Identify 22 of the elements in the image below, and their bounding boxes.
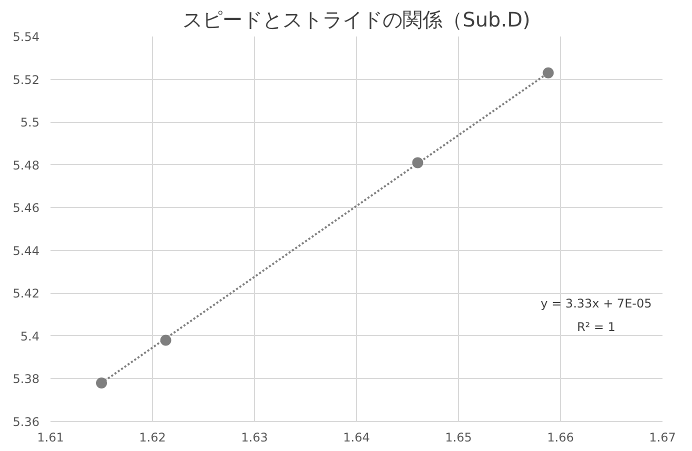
annotation: y = 3.33x + 7E-05 (540, 296, 652, 310)
chart-title: スピードとストライドの関係（Sub.D) (182, 8, 530, 32)
y-tick-label: 5.5 (20, 116, 40, 130)
x-tick-label: 1.65 (445, 430, 472, 444)
y-tick-label: 5.4 (20, 329, 40, 344)
x-tick-label: 1.62 (139, 430, 166, 444)
y-tick-label: 5.42 (12, 286, 40, 301)
x-tick-label: 1.61 (37, 430, 64, 444)
y-tick-label: 5.36 (12, 415, 40, 429)
x-tick-label: 1.66 (547, 430, 574, 444)
y-tick-label: 5.38 (12, 372, 40, 386)
y-tick-label: 5.44 (12, 244, 40, 258)
point (542, 67, 554, 78)
x-tick-label: 1.64 (343, 430, 370, 444)
x-tick-label: 1.67 (649, 430, 676, 444)
x-tick-label: 1.63 (241, 430, 268, 444)
y-tick-label: 5.54 (12, 30, 40, 44)
annotation: R² = 1 (576, 320, 616, 334)
y-tick-label: 5.52 (12, 72, 40, 87)
y-tick-label: 5.48 (12, 158, 40, 172)
y-tick-label: 5.46 (12, 201, 40, 216)
point (96, 378, 107, 388)
